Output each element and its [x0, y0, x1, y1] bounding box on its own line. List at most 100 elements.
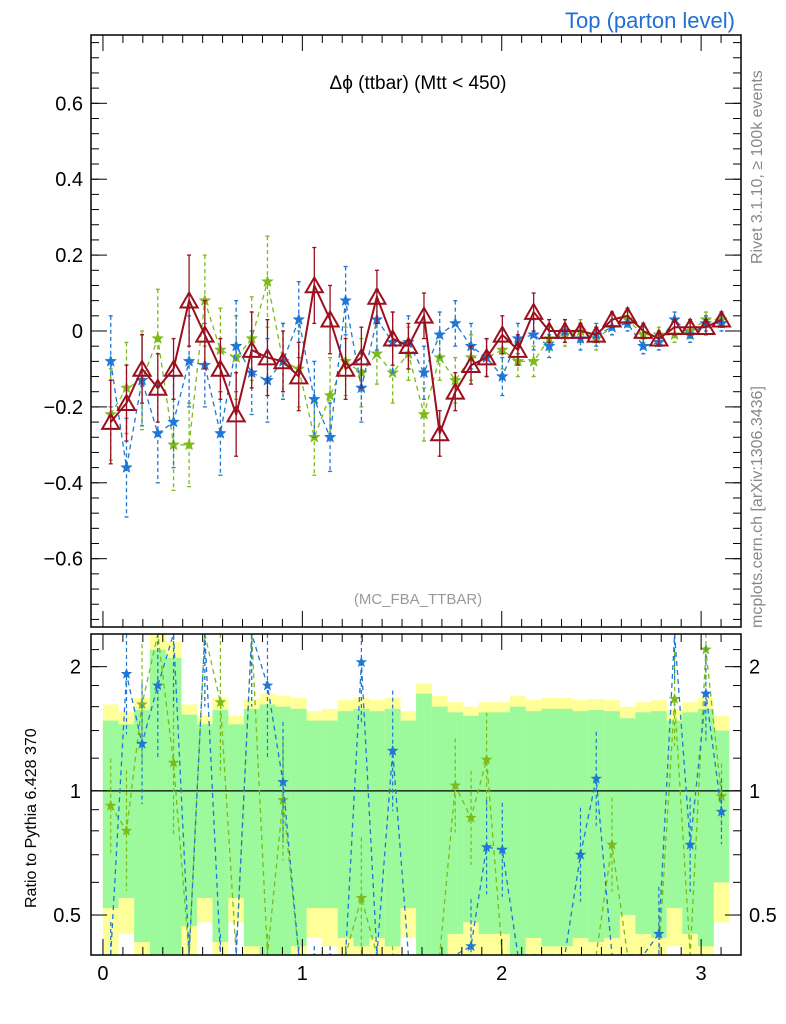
- ratio-point-star: [136, 698, 148, 710]
- ratio-ytick-label-left: 2: [70, 657, 81, 679]
- data-point-star: [323, 388, 337, 401]
- ratio-point-star: [355, 656, 368, 668]
- y-tick-label: 0: [72, 321, 83, 343]
- data-point-star: [542, 339, 556, 352]
- uncertainty-band-inner: [337, 711, 354, 938]
- uncertainty-band-inner: [243, 708, 260, 947]
- data-point-triangle: [147, 377, 169, 396]
- ratio-point-star: [214, 696, 227, 708]
- main-frame: [90, 34, 742, 628]
- uncertainty-band-inner: [635, 712, 652, 934]
- y-tick-label: 0.4: [55, 169, 83, 191]
- data-point-star: [527, 354, 540, 367]
- ratio-ytick-label-left: 1: [70, 781, 81, 803]
- data-point-triangle: [272, 351, 294, 370]
- uncertainty-band-inner: [541, 708, 558, 947]
- x-tick-label: 2: [496, 963, 507, 985]
- ratio-point-star: [606, 838, 618, 850]
- ratio-point-star: [465, 940, 477, 952]
- data-point-triangle: [617, 305, 638, 324]
- ratio-point-star: [120, 824, 133, 836]
- ratio-point-star: [715, 805, 728, 817]
- uncertainty-band-inner: [369, 711, 385, 938]
- ratio-point-star: [105, 799, 117, 811]
- main-panel: −0.6 −0.4 −0.2 0 0.2 0.4 0.6: [44, 34, 742, 628]
- data-point-triangle: [351, 347, 372, 366]
- uncertainty-band-inner: [259, 704, 276, 955]
- uncertainty-band-inner: [212, 710, 229, 943]
- y-tick-label: 0.6: [55, 93, 83, 115]
- ratio-point-star: [277, 776, 289, 787]
- data-point-star: [370, 347, 384, 360]
- data-point-triangle: [523, 302, 544, 320]
- data-point-triangle: [429, 423, 451, 442]
- ratio-point-star: [574, 848, 587, 860]
- data-point-star: [167, 415, 180, 428]
- data-point-triangle: [210, 358, 231, 377]
- uncertainty-band-inner: [306, 720, 323, 908]
- data-point-star: [495, 369, 509, 382]
- data-point-star: [339, 293, 352, 307]
- data-point-star: [292, 312, 306, 326]
- uncertainty-band-inner: [322, 720, 338, 908]
- y-tick-label: −0.4: [44, 473, 83, 495]
- data-point-triangle: [194, 324, 216, 343]
- uncertainty-band-inner: [102, 720, 119, 908]
- ratio-ytick-label-left: 0.5: [53, 905, 81, 927]
- data-point-triangle: [538, 320, 560, 339]
- uncertainty-band-inner: [682, 712, 699, 934]
- uncertainty-band-inner: [431, 706, 448, 955]
- data-point-triangle: [335, 358, 356, 377]
- process-label: Top (parton level): [565, 8, 735, 33]
- uncertainty-band-inner: [400, 720, 417, 908]
- ratio-point-star: [387, 744, 399, 756]
- uncertainty-band-inner: [290, 708, 307, 947]
- data-point-star: [214, 426, 227, 439]
- data-point-triangle: [492, 324, 513, 343]
- data-point-star: [151, 426, 165, 439]
- ratio-point-star: [261, 679, 274, 691]
- data-point-star: [448, 316, 462, 329]
- uncertainty-band-inner: [698, 708, 714, 947]
- analysis-label: (MC_FBA_TTBAR): [354, 591, 482, 608]
- data-point-triangle: [100, 412, 122, 430]
- x-tick-label: 3: [696, 963, 707, 985]
- ratio-point-star: [700, 687, 712, 699]
- data-point-star: [527, 328, 540, 341]
- data-point-triangle: [633, 320, 654, 339]
- data-point-triangle: [288, 366, 310, 385]
- y-tick-label: −0.2: [44, 397, 83, 419]
- data-point-star: [417, 365, 431, 379]
- ratio-ytick-label-right: 2: [749, 657, 760, 679]
- data-point-triangle: [695, 317, 717, 336]
- data-point-triangle: [585, 324, 607, 343]
- ratio-point-star: [167, 756, 180, 768]
- chart-title: Δϕ (ttbar) (Mtt < 450): [330, 73, 507, 94]
- rivet-label: Rivet 3.1.10, ≥ 100k events: [749, 70, 766, 264]
- ratio-point-star: [449, 779, 461, 791]
- data-point-triangle: [366, 286, 388, 305]
- uncertainty-band-inner: [165, 657, 182, 955]
- data-point-star: [261, 274, 274, 288]
- uncertainty-band-inner: [525, 711, 542, 938]
- data-point-triangle: [225, 404, 247, 423]
- data-point-star: [120, 460, 133, 474]
- data-point-star: [636, 339, 650, 352]
- ratio-ytick-label-right: 0.5: [749, 905, 777, 927]
- ratio-ytick-label-right: 1: [749, 781, 760, 803]
- data-point-triangle: [398, 336, 419, 355]
- data-point-triangle: [304, 275, 325, 294]
- data-point-triangle: [131, 358, 153, 377]
- data-point-triangle: [476, 347, 497, 366]
- ratio-point-star: [465, 811, 477, 823]
- data-point-triangle: [664, 317, 685, 336]
- data-point-triangle: [116, 393, 137, 411]
- ratio-point-star: [355, 891, 368, 903]
- data-point-star: [433, 328, 447, 341]
- data-point-triangle: [554, 320, 576, 339]
- ratio-point-star: [120, 668, 133, 679]
- y-tick-label: 0.2: [55, 245, 83, 267]
- data-point-triangle: [711, 309, 732, 328]
- ratio-point-star: [590, 772, 602, 784]
